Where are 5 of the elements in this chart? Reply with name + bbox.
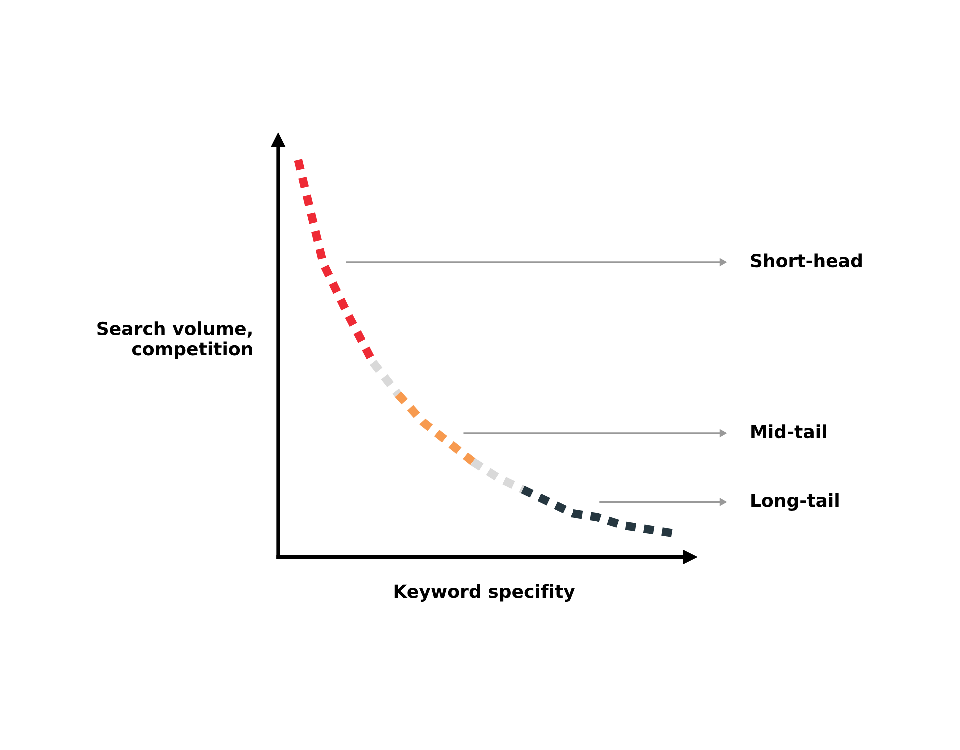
- x-axis-title: Keyword specifity: [394, 584, 576, 602]
- text: Long-tail: [752, 493, 839, 512]
- y-axis-title: Search volume, competition: [98, 322, 252, 360]
- text: Short-head: [751, 254, 862, 268]
- text: Mid-tail: [752, 424, 826, 439]
